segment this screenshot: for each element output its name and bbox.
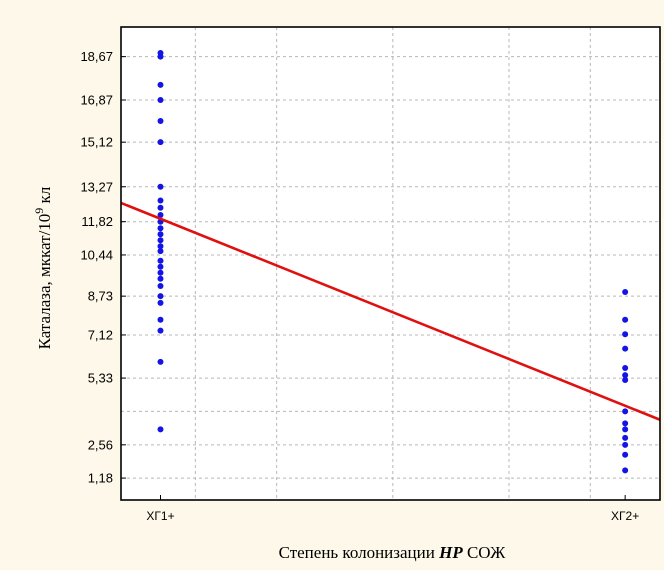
- regression-line: [120, 201, 661, 421]
- data-point: [622, 420, 629, 427]
- y-axis-label-main: Каталаза, мккат/10: [35, 214, 54, 350]
- data-point: [622, 441, 629, 448]
- data-point: [157, 53, 164, 60]
- data-point: [157, 211, 164, 218]
- data-point: [157, 358, 164, 365]
- data-point: [157, 248, 164, 255]
- data-point: [157, 231, 164, 238]
- data-point: [157, 204, 164, 211]
- data-point: [622, 408, 629, 415]
- y-tick-label: 11,82: [81, 214, 113, 229]
- data-point: [622, 377, 629, 384]
- y-tick-label: 7,12: [88, 327, 113, 342]
- x-axis-label: Степень колонизации HP СОЖ: [279, 543, 507, 562]
- x-tick-label: ХГ2+: [611, 509, 639, 523]
- y-axis-label-tail: кл: [35, 186, 54, 208]
- y-tick-label: 2,56: [88, 437, 113, 452]
- x-tick-label: ХГ1+: [146, 509, 174, 523]
- data-point: [157, 117, 164, 124]
- data-point: [157, 275, 164, 282]
- data-point: [157, 283, 164, 290]
- grid: [121, 27, 660, 500]
- x-axis-label-main: Степень колонизации: [279, 543, 440, 562]
- data-point: [157, 139, 164, 146]
- y-tick-label: 13,27: [80, 179, 113, 194]
- data-point: [622, 434, 629, 441]
- data-point: [622, 364, 629, 371]
- data-point: [622, 426, 629, 433]
- data-point: [157, 81, 164, 88]
- data-points: [157, 50, 629, 474]
- x-axis-categories: ХГ1+ ХГ2+: [146, 495, 639, 523]
- data-point: [622, 289, 629, 296]
- data-point: [157, 426, 164, 433]
- data-point: [157, 316, 164, 323]
- data-point: [157, 243, 164, 250]
- data-point: [157, 299, 164, 306]
- y-tick-label: 10,44: [80, 247, 113, 262]
- plot-area: [121, 27, 660, 500]
- data-point: [622, 372, 629, 379]
- data-point: [622, 316, 629, 323]
- y-axis-ticks: 1,18 2,56 5,33 7,12 8,73 10,44 11,82 13,27 15,12…: [80, 49, 126, 486]
- plot-frame: [120, 26, 661, 501]
- data-point: [157, 263, 164, 270]
- data-point: [622, 331, 629, 338]
- data-point: [622, 345, 629, 352]
- data-point: [157, 293, 164, 300]
- x-axis-label-italic: HP: [438, 543, 463, 562]
- data-point: [157, 97, 164, 104]
- y-tick-label: 16,87: [80, 93, 113, 108]
- y-tick-label: 8,73: [88, 289, 113, 304]
- x-axis-label-tail: СОЖ: [463, 543, 506, 562]
- data-point: [157, 225, 164, 232]
- y-axis-label-sup: 9: [32, 208, 46, 214]
- y-tick-label: 5,33: [88, 371, 113, 386]
- data-point: [157, 327, 164, 334]
- y-axis-label: Каталаза, мккат/109 кл: [32, 186, 54, 349]
- data-point: [157, 237, 164, 244]
- data-point: [157, 269, 164, 276]
- data-point: [157, 197, 164, 204]
- data-point: [622, 451, 629, 458]
- y-tick-label: 1,18: [88, 471, 113, 486]
- data-point: [157, 183, 164, 190]
- y-tick-label: 15,12: [80, 135, 113, 150]
- data-point: [157, 257, 164, 264]
- y-tick-label: 18,67: [80, 49, 113, 64]
- data-point: [622, 467, 629, 474]
